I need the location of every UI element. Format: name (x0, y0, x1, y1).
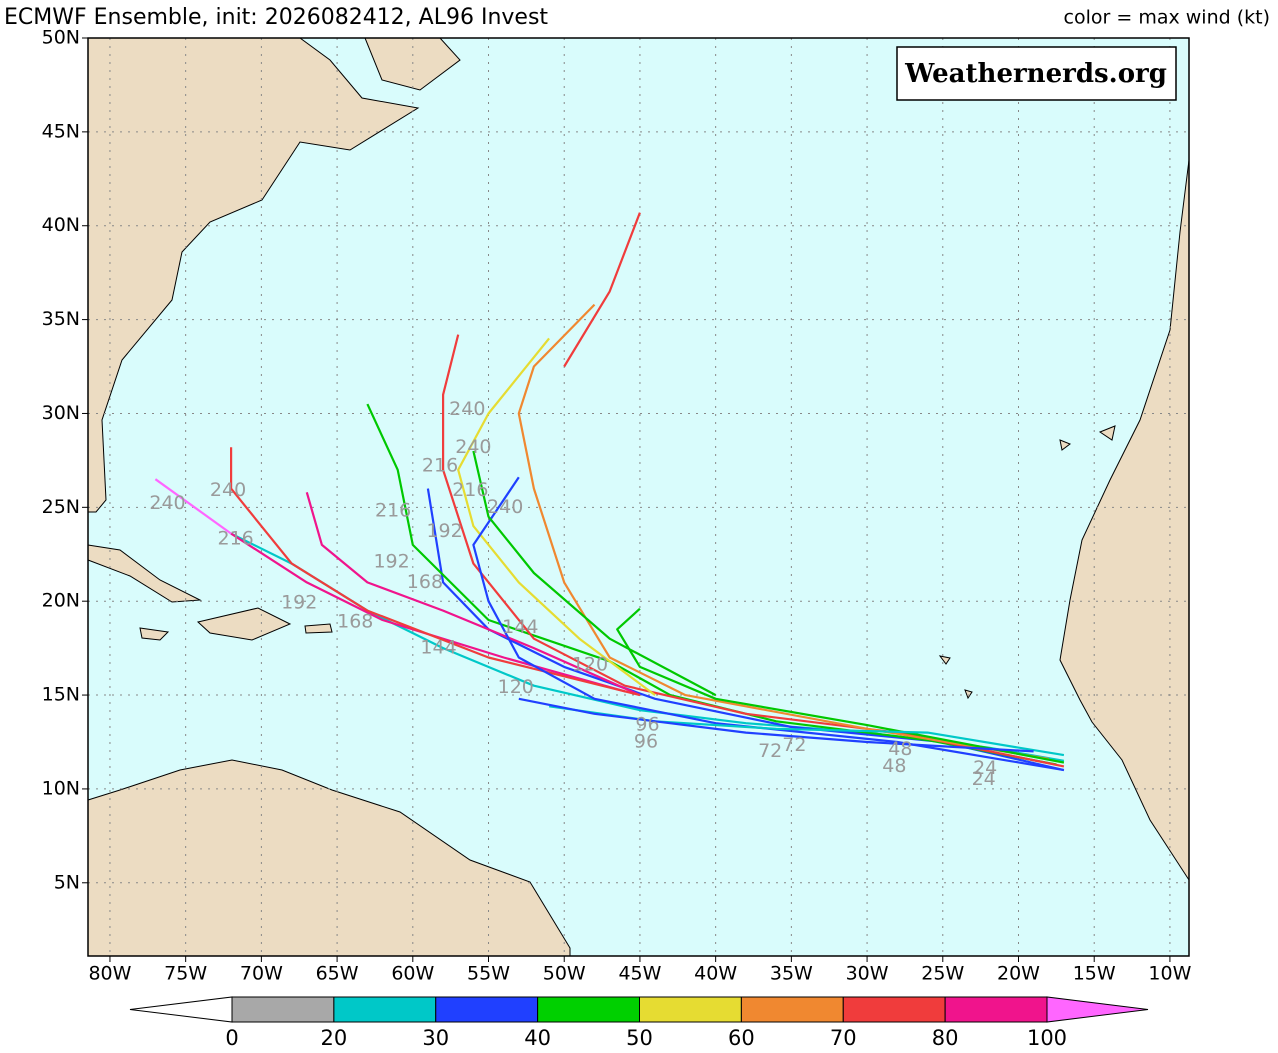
hour-label: 96 (634, 730, 658, 752)
colorbar-label: 60 (728, 1026, 755, 1050)
lon-label: 20W (997, 963, 1040, 985)
hour-label: 216 (218, 528, 254, 550)
title: ECMWF Ensemble, init: 2026082412, AL96 I… (4, 5, 548, 30)
lon-label: 65W (316, 963, 359, 985)
colorbar-box (944, 996, 1048, 1023)
lat-label: 10N (42, 777, 80, 799)
track (472, 476, 1065, 772)
hour-label: 144 (502, 616, 538, 638)
legend-note: color = max wind (kt) (1064, 7, 1270, 29)
colorbar-box (639, 996, 742, 1023)
colorbar-label: 100 (1027, 1026, 1067, 1050)
grid (88, 37, 1189, 956)
lat-label: 25N (42, 496, 80, 518)
track (230, 532, 626, 693)
lat-label: 20N (42, 590, 80, 612)
colorbar-box (231, 996, 335, 1023)
hour-label: 192 (281, 592, 317, 614)
track (472, 450, 717, 697)
lon-label: 30W (846, 963, 889, 985)
lon-label: 35W (770, 963, 813, 985)
colorbar-label: 70 (830, 1026, 857, 1050)
land (87, 37, 1190, 957)
hour-label: 168 (407, 571, 443, 593)
lat-label: 15N (42, 684, 80, 706)
colorbar-label: 80 (932, 1026, 959, 1050)
track (457, 337, 656, 696)
track (517, 303, 1049, 760)
hour-label: 240 (149, 492, 185, 514)
tracks (154, 212, 1065, 772)
hour-label: 216 (422, 455, 458, 477)
colorbar-label: 20 (321, 1026, 348, 1050)
colorbar-label: 50 (626, 1026, 653, 1050)
lon-label: 70W (240, 963, 283, 985)
track (563, 212, 641, 368)
track (230, 447, 641, 697)
hour-label: 96 (635, 714, 659, 736)
colorbar-over (1046, 996, 1149, 1023)
lat-label: 30N (42, 402, 80, 424)
lon-label: 60W (391, 963, 434, 985)
lon-label: 55W (467, 963, 510, 985)
hour-label: 72 (758, 740, 782, 762)
hour-label: 72 (782, 734, 806, 756)
lat-label: 50N (42, 27, 80, 49)
colorbar-label: 30 (422, 1026, 449, 1050)
colorbar-box (842, 996, 946, 1023)
lon-label: 40W (694, 963, 737, 985)
lat-label: 5N (54, 871, 80, 893)
watermark-box (896, 46, 1177, 101)
hour-label: 216 (452, 479, 488, 501)
hour-label: 120 (498, 676, 534, 698)
hour-label: 240 (210, 479, 246, 501)
track (154, 478, 232, 535)
map-frame (87, 37, 1190, 957)
colorbar-under (129, 996, 233, 1023)
lat-label: 35N (42, 308, 80, 330)
lon-label: 10W (1148, 963, 1191, 985)
lon-label: 45W (618, 963, 661, 985)
colorbar: 0 20 30 40 50 60 70 80 100 (129, 996, 1149, 1050)
lon-label: 50W (543, 963, 586, 985)
hour-label: 240 (449, 398, 485, 420)
hour-label: 144 (420, 637, 456, 659)
lon-label: 75W (164, 963, 207, 985)
colorbar-box (537, 996, 640, 1023)
colorbar-label: 0 (225, 1026, 238, 1050)
lon-label: 80W (88, 963, 131, 985)
lon-label: 15W (1073, 963, 1116, 985)
colorbar-box (333, 996, 437, 1023)
colorbar-label: 40 (524, 1026, 551, 1050)
hour-label: 192 (426, 520, 462, 542)
watermark: Weathernerds.org (904, 59, 1167, 89)
colorbar-box (435, 996, 539, 1023)
hour-label: 120 (572, 654, 608, 676)
track (518, 697, 1034, 753)
track (442, 334, 1065, 768)
hour-label: 168 (337, 610, 373, 632)
hour-label: 192 (373, 550, 409, 572)
hour-label: 216 (375, 500, 411, 522)
track (305, 491, 641, 697)
hour-labels: 2402402402402402162162162161921921921681… (149, 398, 997, 790)
hour-label: 24 (972, 768, 996, 790)
colorbar-box (740, 996, 844, 1023)
lat-label: 45N (42, 120, 80, 142)
hour-label: 240 (455, 436, 491, 458)
hour-label: 240 (487, 496, 523, 518)
lat-label: 40N (42, 214, 80, 236)
hour-label: 48 (888, 738, 912, 760)
hour-label: 48 (882, 755, 906, 777)
lon-label: 25W (921, 963, 964, 985)
hour-label: 24 (973, 757, 997, 779)
